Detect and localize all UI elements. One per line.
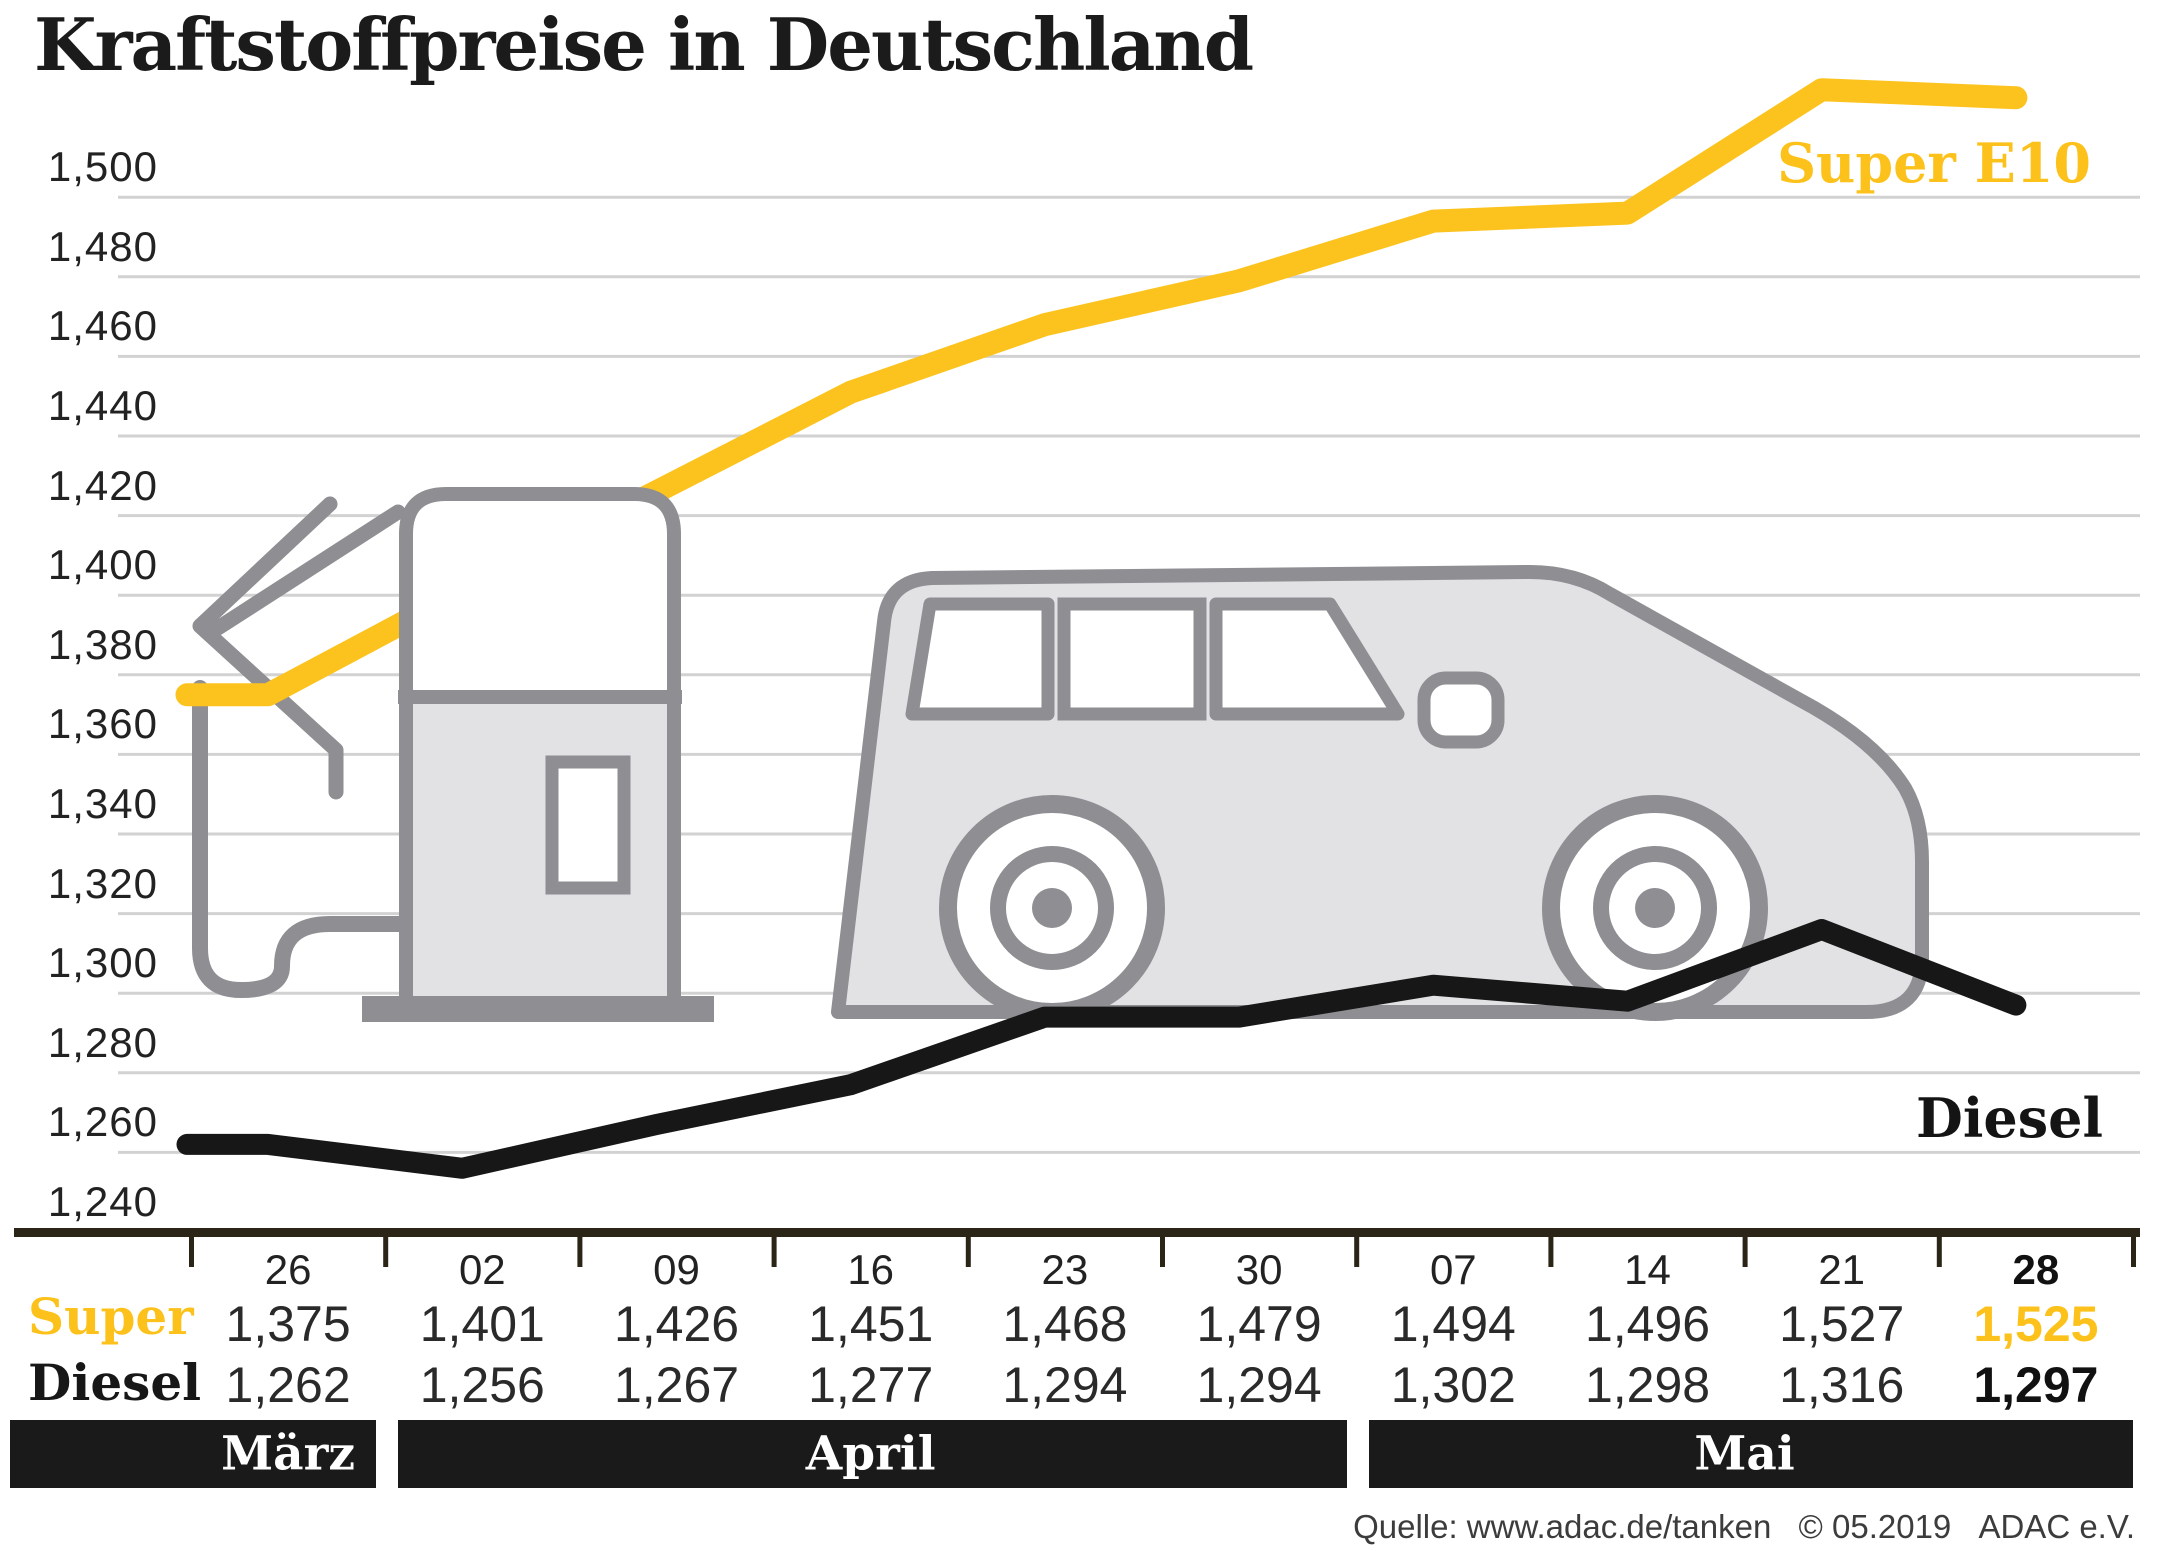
table-row-header-diesel: Diesel xyxy=(28,1353,202,1412)
super-price-cell: 1,401 xyxy=(419,1296,545,1352)
x-axis-tick xyxy=(189,1237,194,1267)
diesel-price-line xyxy=(176,919,2027,1179)
super-price-line xyxy=(175,78,2028,707)
diesel-line-label: Diesel xyxy=(1916,1086,2103,1150)
super-price-cell: 1,496 xyxy=(1584,1296,1711,1352)
diesel-price-cell: 1,298 xyxy=(1584,1357,1711,1413)
fuel-pump-icon xyxy=(362,487,714,1022)
y-axis-tick-label: 1,480 xyxy=(47,222,158,270)
x-axis-date-label: 14 xyxy=(1624,1246,1671,1293)
y-axis-tick-label: 1,300 xyxy=(47,939,158,987)
x-axis-date-label: 07 xyxy=(1429,1246,1477,1293)
x-axis-date-label: 09 xyxy=(653,1246,700,1293)
x-axis-tick xyxy=(771,1237,777,1267)
y-axis-tick-label: 1,260 xyxy=(47,1098,158,1146)
diesel-price-cell: 1,302 xyxy=(1390,1357,1516,1413)
super-price-cell: 1,375 xyxy=(225,1296,351,1352)
x-axis-date-label: 23 xyxy=(1041,1246,1089,1293)
fuel-pump-hose-icon xyxy=(192,496,414,998)
x-axis-date-label: 28 xyxy=(2012,1246,2060,1293)
y-axis-tick-label: 1,280 xyxy=(47,1018,158,1066)
diesel-price-cell: 1,267 xyxy=(613,1357,740,1413)
diesel-price-cell: 1,294 xyxy=(1196,1357,1322,1413)
x-axis-tick xyxy=(1160,1237,1165,1267)
month-band-mai: Mai xyxy=(1369,1420,2133,1488)
y-axis-tick-label: 1,420 xyxy=(47,461,158,509)
super-price-cell: 1,479 xyxy=(1196,1296,1322,1352)
y-axis-tick-label: 1,500 xyxy=(47,143,158,191)
diesel-line xyxy=(176,919,2027,1179)
y-axis-tick-label: 1,440 xyxy=(47,382,158,429)
month-label: Mai xyxy=(1694,1426,1795,1482)
copyright: © 05.2019 xyxy=(1798,1508,1952,1545)
diesel-price-cell: 1,294 xyxy=(1002,1357,1128,1413)
diesel-price-cell: 1,277 xyxy=(808,1357,934,1413)
month-label: April xyxy=(805,1426,936,1482)
x-axis-tick xyxy=(1936,1237,1942,1267)
source-url: Quelle: www.adac.de/tanken xyxy=(1353,1508,1772,1545)
diesel-price-cell: 1,262 xyxy=(225,1357,351,1413)
x-axis-date-label: 21 xyxy=(1818,1246,1866,1293)
x-axis-tick xyxy=(577,1237,583,1267)
super-price-cell: 1,525 xyxy=(1973,1296,2099,1352)
diesel-price-cell: 1,256 xyxy=(419,1357,545,1413)
x-axis-line xyxy=(14,1228,2140,1237)
car-icon xyxy=(831,565,1929,1021)
x-axis-tick xyxy=(383,1237,389,1267)
x-axis-date-label: 16 xyxy=(847,1246,895,1293)
month-label: März xyxy=(221,1426,356,1482)
x-axis-tick xyxy=(965,1237,971,1267)
super-e10-line xyxy=(175,78,2028,707)
x-axis-tick xyxy=(1742,1237,1748,1267)
x-axis-date-label: 26 xyxy=(264,1246,312,1293)
super-price-cell: 1,494 xyxy=(1390,1296,1516,1352)
x-axis-date-label: 30 xyxy=(1235,1246,1283,1293)
x-axis xyxy=(14,1228,2140,1267)
super-price-cell: 1,468 xyxy=(1002,1296,1128,1352)
super-price-cell: 1,527 xyxy=(1779,1296,1905,1352)
super-e10-line-label: Super E10 xyxy=(1777,131,2091,195)
x-axis-tick xyxy=(1548,1237,1554,1267)
y-axis-tick-label: 1,380 xyxy=(47,620,158,668)
diesel-price-cell: 1,316 xyxy=(1779,1357,1905,1413)
super-price-cell: 1,426 xyxy=(613,1296,740,1352)
y-axis-tick-label: 1,400 xyxy=(47,541,158,589)
source-org: ADAC e.V. xyxy=(1978,1508,2135,1545)
x-axis-tick xyxy=(1354,1237,1360,1267)
x-axis-date-label: 02 xyxy=(458,1246,506,1293)
y-axis-tick-label: 1,240 xyxy=(47,1178,158,1225)
month-band-april: April xyxy=(398,1420,1348,1488)
table-row-header-super: Super xyxy=(28,1287,194,1346)
y-axis-tick-label: 1,320 xyxy=(47,859,158,907)
source-note: Quelle: www.adac.de/tanken © 05.2019 ADA… xyxy=(1353,1508,2135,1546)
diesel-price-cell: 1,297 xyxy=(1973,1357,2099,1413)
y-axis-tick-label: 1,340 xyxy=(47,780,158,827)
y-axis-tick-label: 1,360 xyxy=(47,700,158,748)
car-rear-wheel-icon xyxy=(939,795,1165,1021)
super-price-cell: 1,451 xyxy=(808,1296,934,1352)
page-title: Kraftstoffpreise in Deutschland xyxy=(34,2,1254,87)
month-band-maerz: März xyxy=(10,1420,377,1488)
x-axis-tick xyxy=(2131,1237,2136,1267)
y-axis-tick-label: 1,460 xyxy=(47,302,158,350)
car-front-wheel-icon xyxy=(1542,795,1768,1021)
